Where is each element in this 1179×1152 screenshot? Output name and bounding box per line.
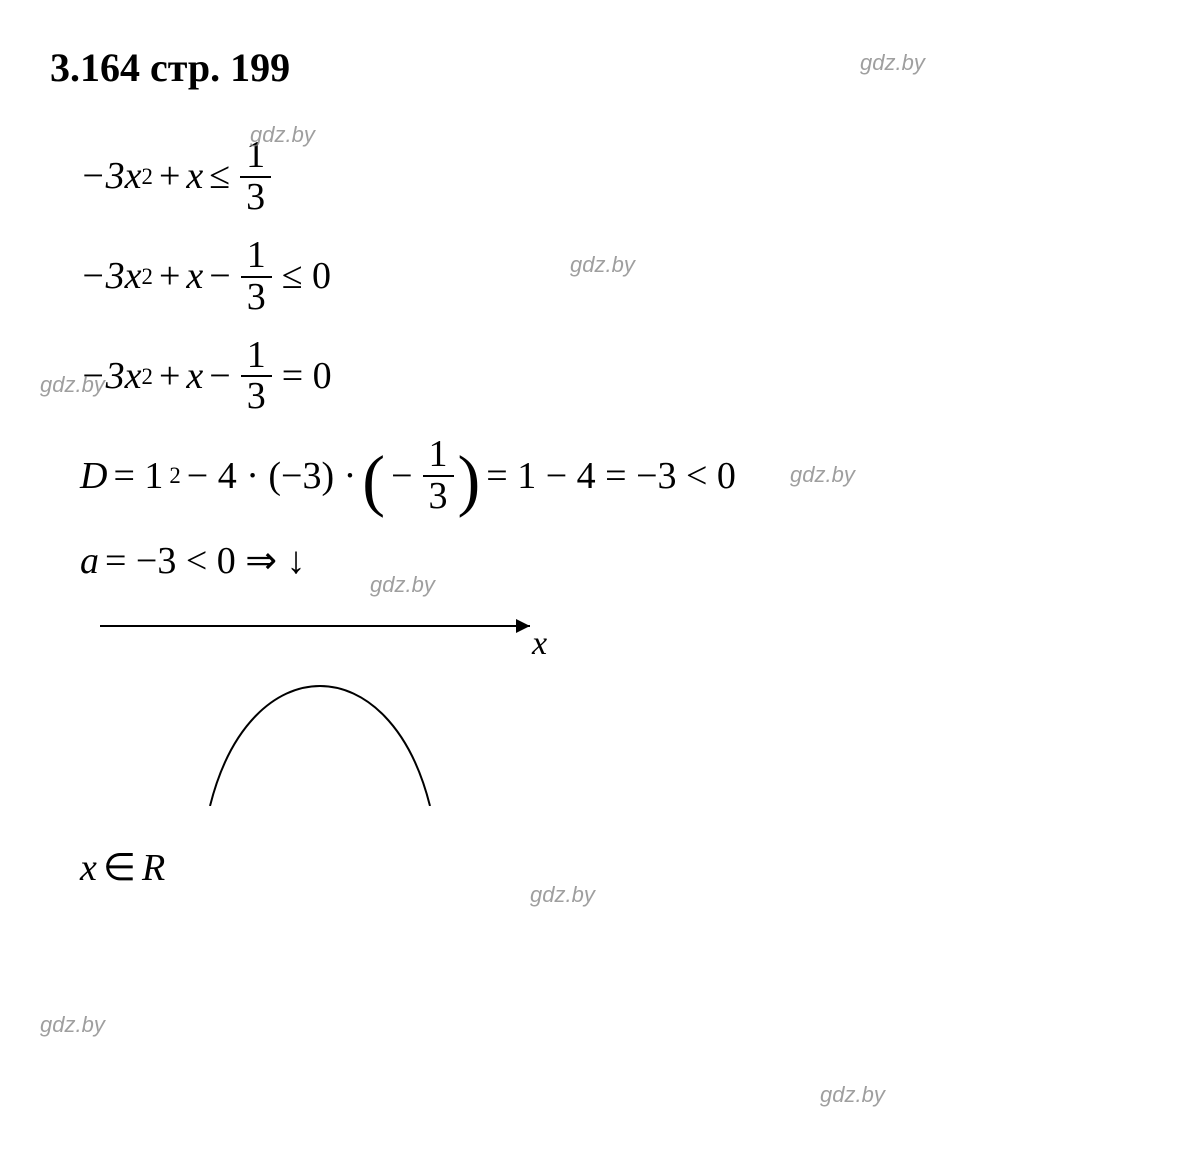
denominator: 3 — [240, 178, 271, 218]
plus: + — [159, 350, 180, 403]
eq-line-domain: x ∈ R — [80, 842, 1129, 895]
eq-line-3: −3 x2 + x − 1 3 = 0 — [80, 336, 1129, 418]
parabola-diagram: x — [90, 606, 1129, 821]
watermark: gdz.by — [570, 250, 635, 281]
exp: 2 — [142, 161, 153, 193]
minus: − — [209, 250, 230, 303]
numerator: 1 — [241, 236, 272, 278]
watermark: gdz.by — [40, 1010, 105, 1041]
neg: − — [391, 450, 412, 503]
exp: 2 — [169, 460, 180, 492]
plus: + — [159, 150, 180, 203]
tail: = −3 < 0 ⇒ ↓ — [105, 535, 306, 588]
le-zero: ≤ 0 — [282, 250, 331, 303]
var-x: x — [80, 842, 97, 895]
watermark: gdz.by — [530, 880, 595, 911]
watermark: gdz.by — [40, 370, 105, 401]
coef: −3 — [80, 150, 125, 203]
watermark: gdz.by — [370, 570, 435, 601]
numerator: 1 — [241, 336, 272, 378]
watermark: gdz.by — [860, 48, 925, 79]
diagram-svg: x — [90, 606, 550, 806]
fraction: 1 3 — [241, 236, 272, 318]
tail: = 1 − 4 = −3 < 0 — [486, 450, 736, 503]
fraction: 1 3 — [241, 336, 272, 418]
var-x: x — [186, 350, 203, 403]
page-title: 3.164 стр. 199 — [50, 40, 1129, 96]
eq: = 1 — [113, 450, 163, 503]
minus: − — [209, 350, 230, 403]
watermark: gdz.by — [820, 1080, 885, 1111]
var-x: x — [125, 250, 142, 303]
var-x: x — [125, 150, 142, 203]
denominator: 3 — [423, 477, 454, 517]
exp: 2 — [142, 261, 153, 293]
eq-zero: = 0 — [282, 350, 332, 403]
plus: + — [159, 250, 180, 303]
mid: − 4 · (−3) · — [187, 450, 356, 503]
denominator: 3 — [241, 278, 272, 318]
watermark: gdz.by — [250, 120, 315, 151]
denominator: 3 — [241, 377, 272, 417]
watermark: gdz.by — [790, 460, 855, 491]
eq-line-a: a = −3 < 0 ⇒ ↓ — [80, 535, 1129, 588]
eq-line-discriminant: D = 12 − 4 · (−3) · ( − 1 3 ) = 1 − 4 = … — [80, 435, 1129, 517]
le: ≤ — [209, 150, 230, 203]
numerator: 1 — [423, 435, 454, 477]
var-a: a — [80, 535, 99, 588]
var-D: D — [80, 450, 107, 503]
eq-line-1: −3 x2 + x ≤ 1 3 — [80, 136, 1129, 218]
svg-text:x: x — [531, 625, 547, 662]
in: ∈ — [103, 842, 136, 895]
var-x: x — [125, 350, 142, 403]
set-R: R — [142, 842, 165, 895]
exp: 2 — [142, 361, 153, 393]
coef: −3 — [80, 250, 125, 303]
fraction: 1 3 — [423, 435, 454, 517]
var-x: x — [186, 150, 203, 203]
var-x: x — [186, 250, 203, 303]
